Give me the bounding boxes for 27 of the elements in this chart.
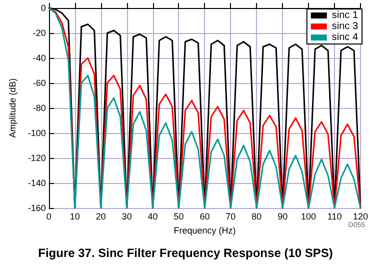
x-tick-label: 20: [96, 212, 106, 222]
x-tick-label: 70: [226, 212, 236, 222]
legend-label: sinc 4: [332, 32, 358, 43]
x-tick-label: 40: [148, 212, 158, 222]
y-tick-label: -160: [28, 203, 46, 213]
y-axis-title: Amplitude (dB): [8, 78, 18, 138]
y-tick-label: -100: [28, 128, 46, 138]
y-tick-label: -40: [32, 53, 46, 63]
y-tick-label: -80: [32, 103, 46, 113]
x-tick-label: 80: [252, 212, 262, 222]
x-tick-label: 110: [327, 212, 342, 222]
y-tick-label: -60: [32, 78, 46, 88]
x-tick-label: 100: [301, 212, 316, 222]
text: Figure 37. Sinc Filter Frequency Response (10 SPS): [38, 246, 333, 260]
x-tick-label: 30: [122, 212, 132, 222]
x-tick-label: 120: [352, 212, 368, 222]
legend-label: sinc 1: [332, 10, 358, 21]
y-tick-label: -20: [32, 28, 46, 38]
legend-label: sinc 3: [332, 21, 358, 32]
x-axis-title: Frequency (Hz): [174, 225, 236, 236]
x-tick-label: 10: [70, 212, 80, 222]
x-tick-label: 50: [174, 212, 184, 222]
y-tick-label: -140: [28, 178, 46, 188]
y-tick-label: 0: [40, 3, 46, 13]
y-tick-label: -120: [28, 153, 46, 163]
x-tick-label: 90: [278, 212, 288, 222]
x-tick-label: 60: [200, 212, 210, 222]
